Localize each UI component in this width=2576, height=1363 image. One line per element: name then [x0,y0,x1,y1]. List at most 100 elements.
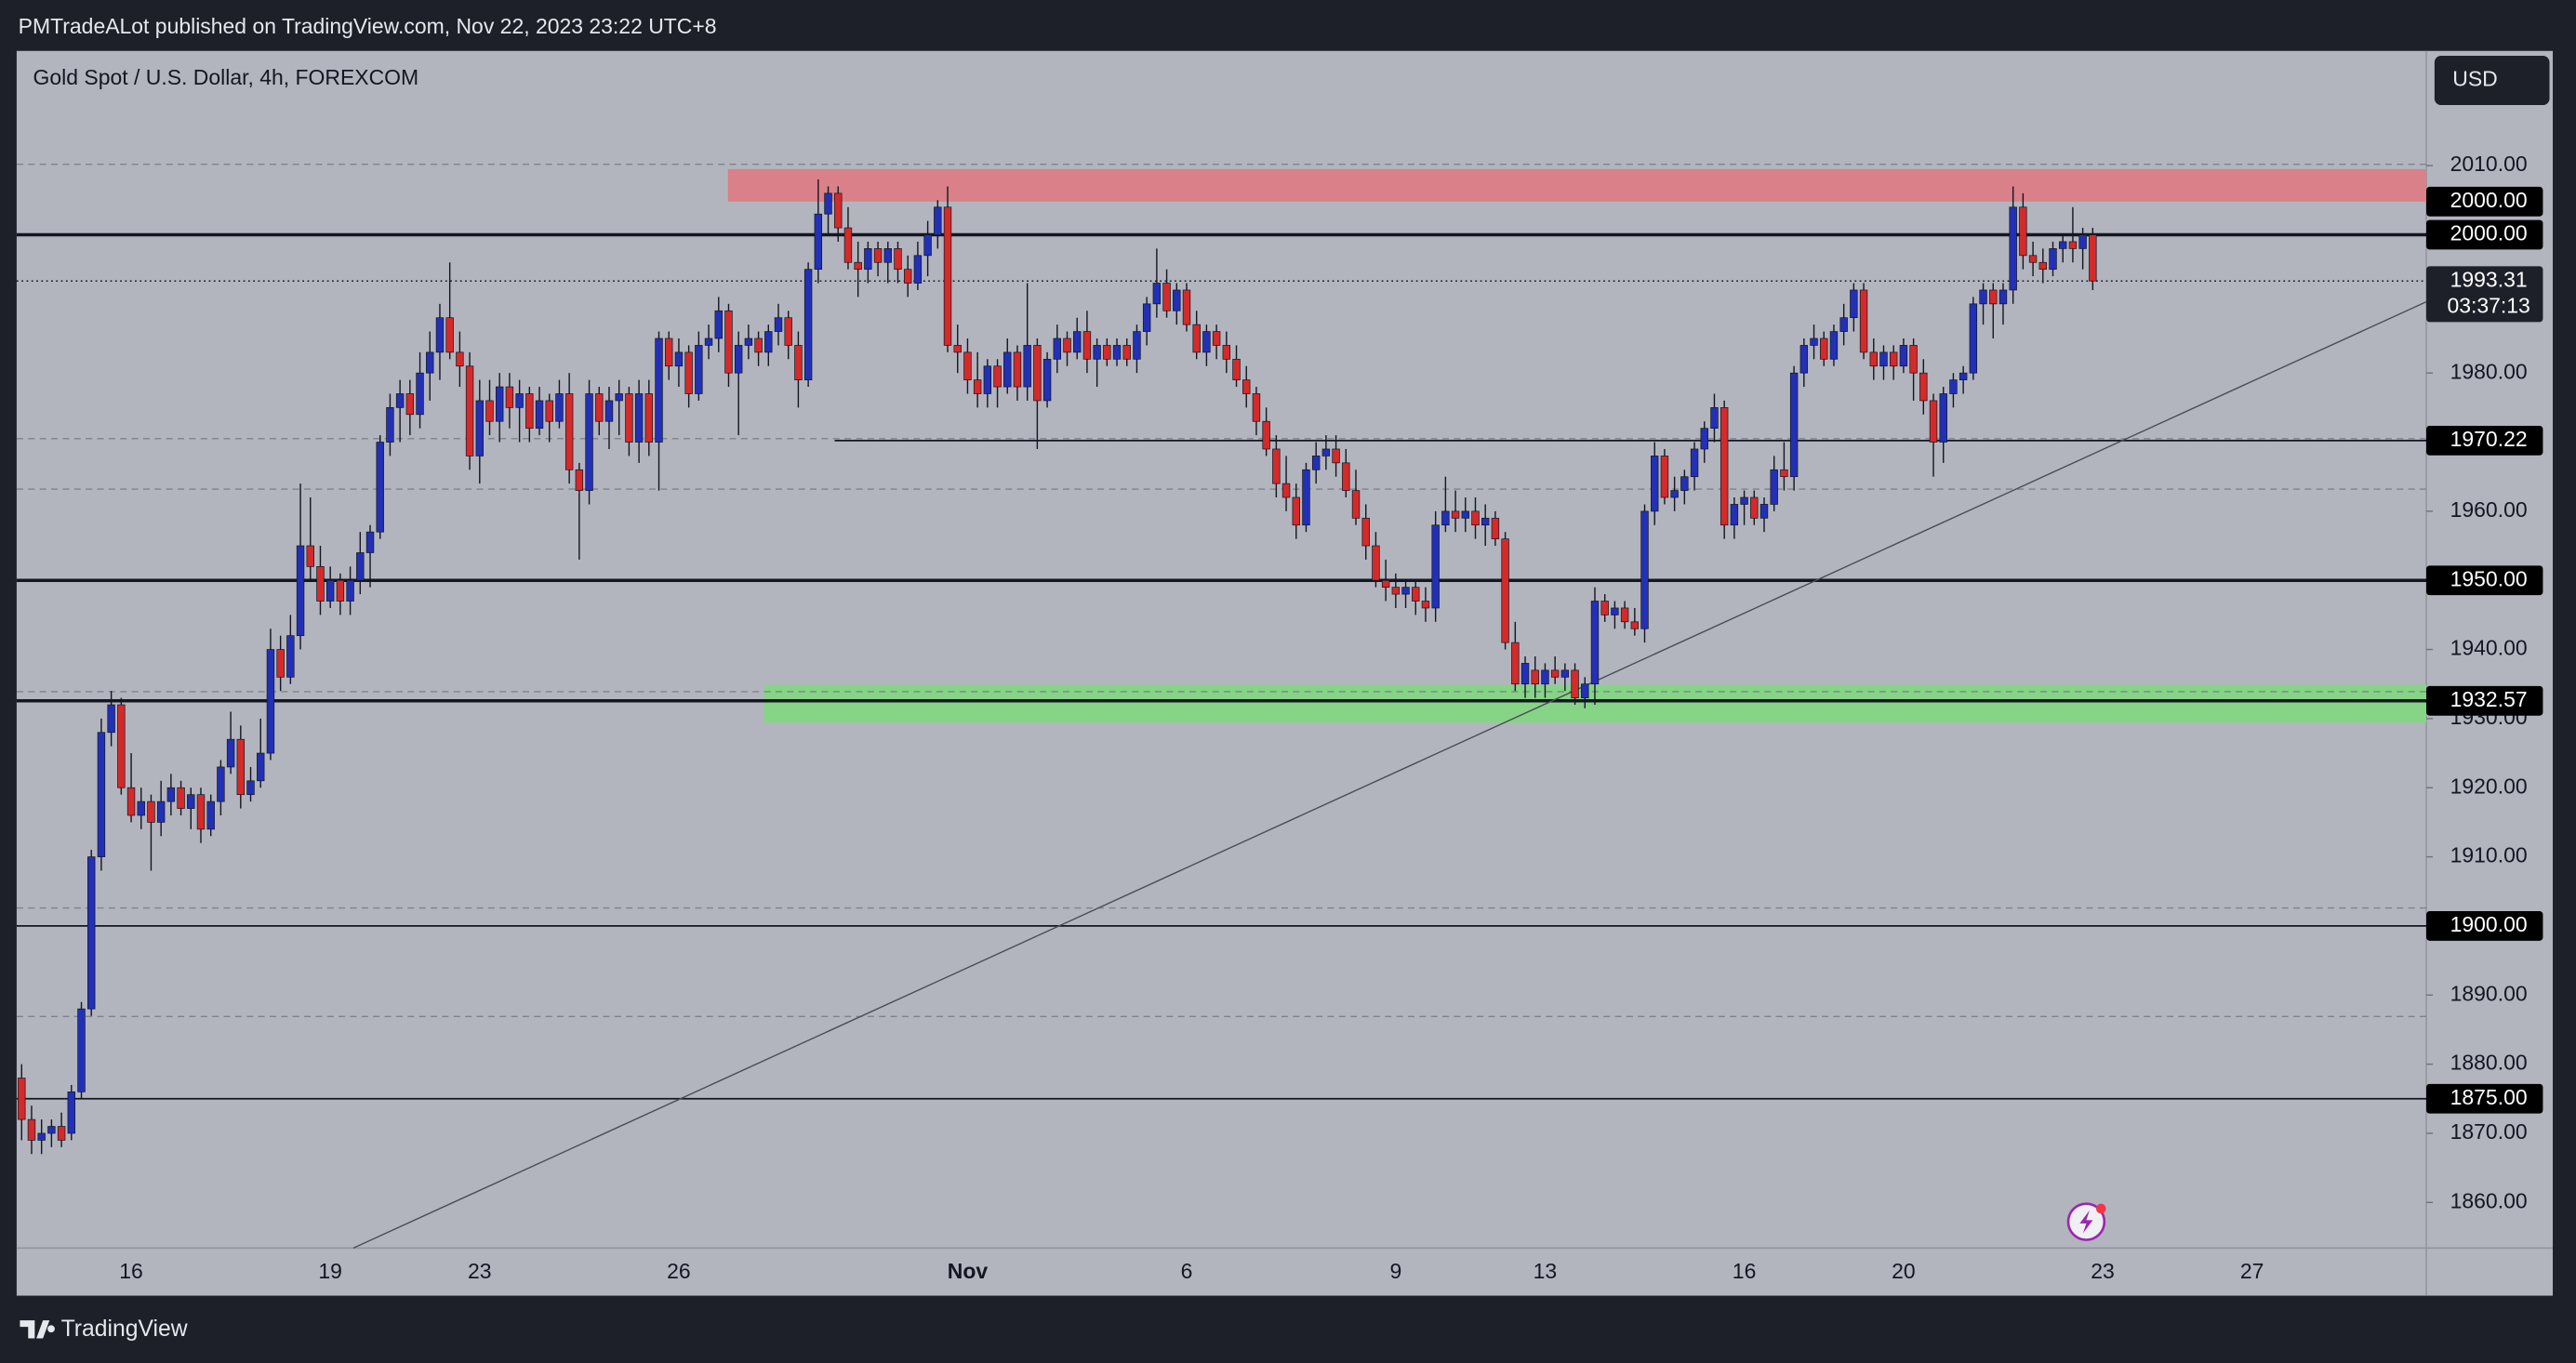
lightning-icon[interactable] [2066,1202,2106,1241]
candle-body [1501,538,1509,643]
icon-bolt [2079,1210,2093,1234]
candle-body [873,248,883,263]
candle-body [934,206,942,235]
candle-body [57,1126,66,1141]
candle-body [1700,428,1708,450]
candle-body [435,317,445,353]
price-tag-label: 2000.00 [2450,221,2528,245]
candle-body [734,345,743,374]
x-tick-label: 26 [667,1259,691,1283]
candle-body [485,400,494,422]
price-tag-label: 1970.22 [2450,427,2528,451]
candle-body [953,345,962,353]
candle-body [894,248,902,271]
y-tick-label: 1860.00 [2450,1188,2528,1212]
candle-body [1611,607,1619,615]
candle-body [615,393,623,402]
candle-body [595,393,604,422]
candle-body [1630,621,1640,629]
candle-body [634,393,644,443]
candle-body [1013,351,1022,388]
candle-body [77,1008,86,1092]
candle-body [1879,351,1888,367]
candle-body [665,337,673,367]
candle-body [1381,579,1390,589]
candle-body [1680,476,1689,491]
candle-body [1192,324,1201,353]
x-tick-label: 23 [2091,1259,2115,1283]
plot-layer: 1860.00 1870.00 1880.00 1890.00 1900.00 1910.… [16,152,2543,1283]
candle-body [1311,456,1321,470]
candle-body [37,1132,46,1141]
candle-body [1481,517,1490,526]
candle-body [834,192,843,229]
candle-body [1361,517,1370,547]
candle-body [854,261,862,271]
chart-title: Gold Spot / U.S. Dollar, 4h, FOREXCOM [33,65,419,89]
price-tag-label: 1932.57 [2450,687,2528,711]
candle-body [1889,351,1898,367]
candle-body [1292,496,1300,526]
x-tick-label: 16 [119,1259,143,1283]
candle-body [1451,510,1460,519]
candle-body [983,365,992,394]
candle-body [1979,289,1987,305]
price-tag [2426,186,2543,217]
plot-area [16,50,2427,1249]
candle-body [784,317,792,346]
candle-body [1520,663,1530,685]
candle-body [405,393,415,416]
candle-body [684,351,693,394]
candle-body [1033,345,1042,402]
candle-body [365,531,375,553]
x-tick-label: 19 [318,1259,342,1283]
candle-body [1929,400,1938,443]
x-tick-label: 6 [1181,1259,1193,1283]
candle-body [1740,496,1748,505]
candle-body [1133,331,1141,360]
candle-body [1122,345,1131,360]
candle-body [625,393,633,443]
candle-body [1281,483,1291,498]
candle-body [1511,642,1520,685]
candle-body [2028,255,2038,263]
y-tick-label: 1890.00 [2450,981,2528,1005]
candle-body [1242,379,1251,394]
candle-body [416,372,424,416]
candle-body [1252,393,1261,422]
candle-body [1620,607,1629,623]
countdown: 03:37:13 [2447,294,2530,318]
candle-body [445,317,454,353]
candle-body [177,787,185,809]
candle-body [156,801,166,823]
candle-body [1152,283,1162,305]
candle-body [325,579,335,602]
candle-body [67,1091,76,1134]
candle-body [674,351,684,367]
candle-body [1998,289,2008,305]
candle-body [1560,669,1570,678]
current-price-label: 1993.31 [2450,267,2528,291]
brand-name: TradingView [61,1317,188,1342]
candle-body [1351,490,1361,519]
candle-body [604,400,614,422]
candle-body [814,213,823,271]
candle-body [864,248,872,271]
candle-body [824,192,832,215]
candle-body [236,738,246,796]
candle-body [1919,372,1928,402]
candle-body [1859,289,1868,353]
candle-body [47,1126,56,1134]
price-tag [2426,425,2543,456]
candle-body [774,317,783,332]
candle-body [575,469,584,491]
candle-body [1302,469,1310,526]
button-label[interactable]: USD [2452,67,2497,91]
price-tag [2426,1083,2543,1114]
candle-body [1730,504,1739,526]
candle-body [426,351,434,374]
candle-body [1342,462,1350,491]
currency-button[interactable]: USD [2434,56,2550,106]
candle-body [1162,283,1171,311]
candle-body [993,365,1002,388]
